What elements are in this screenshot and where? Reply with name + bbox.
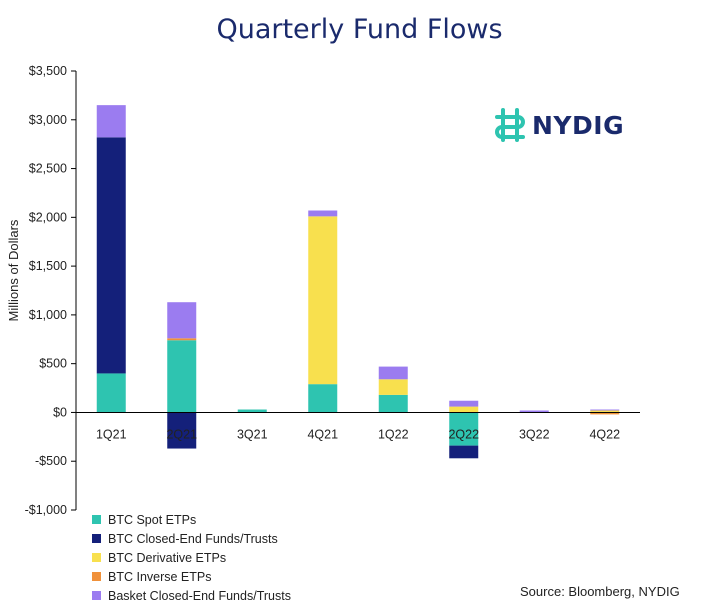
y-tick-label: $1,500 [29,259,67,273]
bar-3q22-series-4 [519,410,549,413]
y-tick-label: $3,000 [29,113,67,127]
y-tick-label: -$1,000 [25,503,67,517]
y-tick-label: $0 [53,405,67,419]
bar-3q21-series-0 [237,409,267,413]
y-tick-label: -$500 [35,454,67,468]
nydig-logo: NYDIG [494,108,624,142]
bar-4q21-series-0 [308,384,338,413]
legend-item-closed-end: BTC Closed-End Funds/Trusts [92,529,291,548]
bar-1q22-series-4 [378,366,408,380]
legend-label-basket: Basket Closed-End Funds/Trusts [108,588,291,603]
legend-item-derivative: BTC Derivative ETPs [92,548,291,567]
bar-2q22-series-1 [449,445,479,459]
legend-item-basket: Basket Closed-End Funds/Trusts [92,586,291,605]
x-tick-label-2q21: 2Q21 [166,427,197,441]
bar-1q21-series-4 [96,105,126,138]
bar-4q21-series-2 [308,216,338,385]
y-axis-title: Millions of Dollars [6,219,21,321]
x-tick-label-4q22: 4Q22 [589,427,620,441]
legend-label-derivative: BTC Derivative ETPs [108,550,227,565]
chart-title: Quarterly Fund Flows [216,14,503,45]
legend-swatch-closed-end [92,534,101,543]
bar-1q22-series-2 [378,379,408,395]
bar-4q22-series-4 [590,409,620,411]
logo-text: NYDIG [532,110,625,140]
y-tick-label: $2,500 [29,162,67,176]
bar-4q21-series-4 [308,210,338,217]
bar-1q21-series-1 [96,137,126,374]
bar-2q22-series-2 [449,406,479,413]
x-tick-label-3q22: 3Q22 [519,427,550,441]
y-tick-label: $2,000 [29,210,67,224]
legend-swatch-spot [92,515,101,524]
x-tick-label-2q22: 2Q22 [448,427,479,441]
legend: BTC Spot ETPs BTC Closed-End Funds/Trust… [92,510,291,605]
x-tick-label-4q21: 4Q21 [307,427,338,441]
bar-2q21-series-4 [167,302,197,339]
bar-4q22-series-2 [590,410,620,413]
y-tick-label: $3,500 [29,64,67,78]
bar-1q22-series-0 [378,394,408,413]
x-tick-label-1q21: 1Q21 [96,427,127,441]
y-tick-label: $500 [39,357,67,371]
legend-swatch-derivative [92,553,101,562]
x-tick-label-3q21: 3Q21 [237,427,268,441]
y-tick-label: $1,000 [29,308,67,322]
bar-2q21-series-0 [167,340,197,413]
legend-label-spot: BTC Spot ETPs [108,512,197,527]
legend-label-inverse: BTC Inverse ETPs [108,569,212,584]
legend-item-spot: BTC Spot ETPs [92,510,291,529]
legend-swatch-basket [92,591,101,600]
legend-item-inverse: BTC Inverse ETPs [92,567,291,586]
bar-2q21-series-1 [167,412,197,449]
legend-swatch-inverse [92,572,101,581]
bar-2q22-series-4 [449,400,479,407]
bar-2q21-series-3 [167,338,197,341]
x-tick-label-1q22: 1Q22 [378,427,409,441]
bar-2q22-series-0 [449,412,479,446]
source-note: Source: Bloomberg, NYDIG [520,584,680,599]
bar-1q21-series-0 [96,373,126,413]
legend-label-closed-end: BTC Closed-End Funds/Trusts [108,531,278,546]
nydig-logo-icon [495,108,525,142]
bar-4q22-series-3 [590,412,620,415]
